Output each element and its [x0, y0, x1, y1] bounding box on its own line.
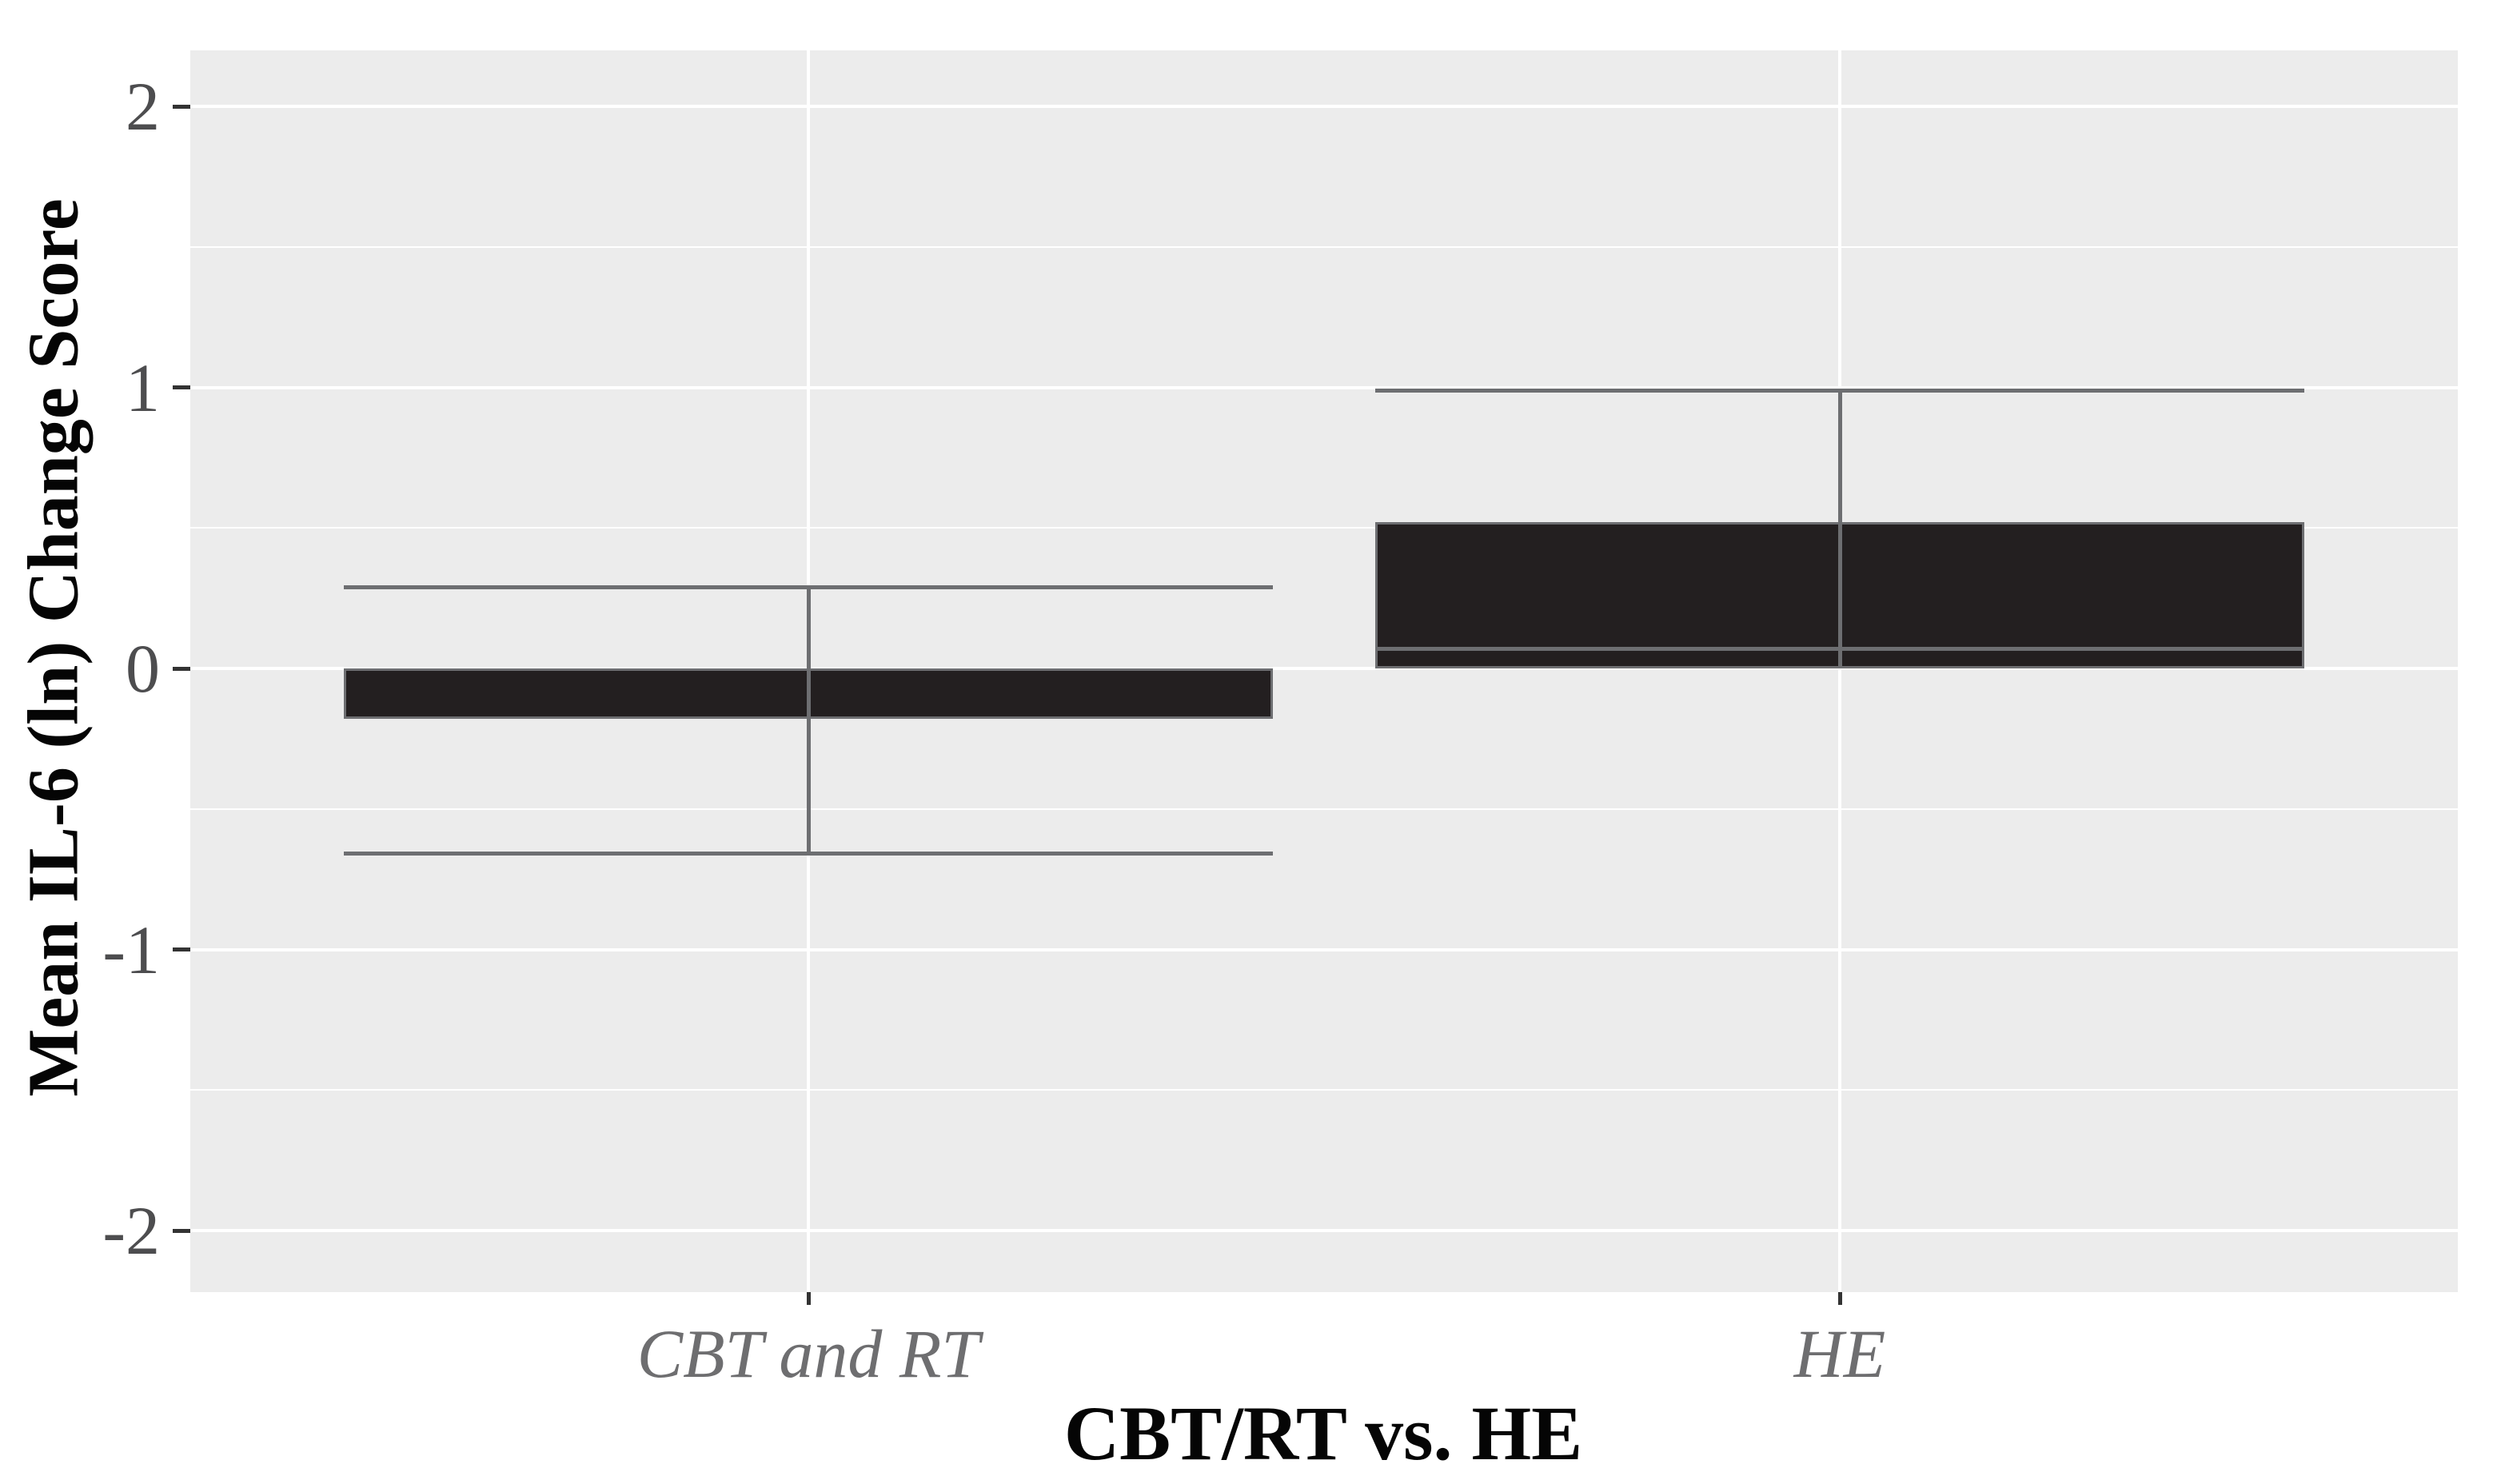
gridline-major	[190, 385, 2458, 389]
y-tick-label: -2	[102, 1192, 160, 1269]
gridline-major	[190, 105, 2458, 108]
y-tick-label: -1	[102, 911, 160, 988]
x-axis-title: CBT/RT vs. HE	[1063, 1390, 1583, 1476]
gridline-major	[190, 1229, 2458, 1232]
gridline-major	[190, 947, 2458, 951]
x-tick-label: HE	[1793, 1315, 1886, 1392]
y-tick	[173, 385, 190, 389]
whisker-cap-top	[344, 584, 1273, 589]
y-tick	[173, 1228, 190, 1233]
y-tick-label: 1	[126, 349, 160, 426]
plot-panel	[190, 50, 2458, 1292]
y-tick	[173, 666, 190, 671]
gridline-major	[190, 667, 2458, 670]
median-line	[1375, 646, 2304, 651]
y-tick	[173, 947, 190, 951]
x-tick-label: CBT and RT	[636, 1315, 980, 1392]
gridline-minor	[190, 1089, 2458, 1091]
whisker-stem	[806, 587, 811, 854]
gridline-minor	[190, 245, 2458, 248]
gridline-minor	[190, 527, 2458, 529]
whisker-cap-bottom	[344, 852, 1273, 856]
y-tick	[173, 104, 190, 109]
y-tick-label: 0	[126, 630, 160, 707]
gridline-vertical	[1838, 50, 1841, 1292]
gridline-minor	[190, 808, 2458, 810]
y-tick-label: 2	[126, 68, 160, 145]
x-tick	[1837, 1292, 1842, 1305]
whisker-stem	[1837, 390, 1842, 668]
x-tick	[806, 1292, 811, 1305]
whisker-cap-top	[1375, 388, 2304, 393]
